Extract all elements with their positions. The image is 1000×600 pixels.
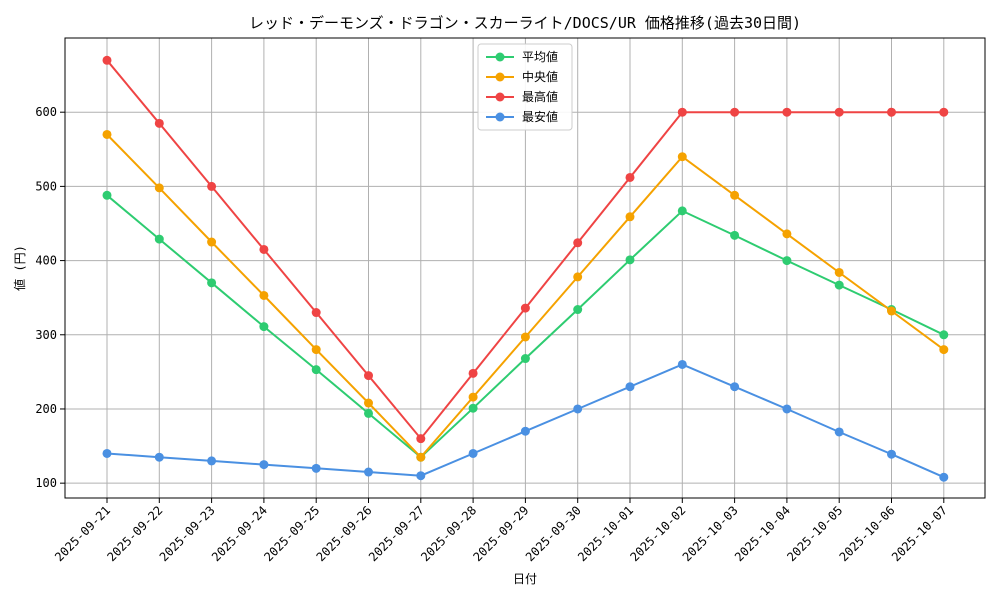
legend-item: 最高値: [486, 89, 558, 104]
data-point: [677, 359, 687, 369]
data-point: [364, 467, 373, 477]
data-point: [468, 448, 478, 458]
data-point: [939, 107, 949, 117]
legend-marker: [495, 52, 505, 62]
data-point: [259, 244, 269, 254]
series-3: [102, 55, 949, 444]
legend-label: 中央値: [522, 69, 558, 84]
data-point: [887, 306, 896, 316]
data-point: [834, 280, 844, 290]
data-point: [468, 392, 478, 402]
data-point: [154, 452, 164, 462]
data-point: [573, 305, 583, 315]
data-point: [207, 181, 217, 191]
data-point: [782, 107, 792, 117]
legend-label: 平均値: [522, 49, 558, 64]
x-axis-title: 日付: [513, 572, 537, 586]
legend-label: 最高値: [522, 89, 558, 104]
data-point: [364, 398, 373, 408]
data-point: [259, 290, 269, 300]
data-point: [730, 107, 740, 117]
data-point: [207, 237, 217, 247]
data-point: [939, 345, 949, 355]
y-tick-label: 600: [35, 105, 57, 119]
data-point: [625, 255, 635, 265]
y-axis-title: 値 (円): [12, 245, 27, 291]
data-point: [625, 212, 635, 222]
data-point: [102, 448, 112, 458]
legend-marker: [495, 92, 505, 102]
data-point: [416, 434, 426, 444]
data-point: [573, 238, 583, 248]
data-point: [207, 456, 217, 466]
data-point: [573, 404, 583, 414]
data-point: [834, 107, 844, 117]
data-point: [311, 345, 321, 355]
data-point: [259, 322, 269, 332]
data-point: [154, 183, 164, 193]
data-point: [834, 427, 844, 437]
data-point: [730, 382, 740, 392]
data-point: [625, 172, 635, 182]
y-tick-label: 400: [35, 254, 57, 268]
legend-marker: [495, 112, 505, 122]
data-point: [416, 452, 426, 462]
data-point: [887, 449, 896, 459]
data-point: [677, 152, 687, 162]
chart-title: レッド・デーモンズ・ドラゴン・スカーライト/DOCS/UR 価格推移(過去30日…: [249, 14, 801, 32]
data-point: [730, 230, 740, 240]
data-point: [102, 55, 112, 65]
series-2: [102, 129, 949, 462]
data-point: [468, 368, 478, 378]
legend-marker: [495, 72, 505, 82]
data-point: [416, 471, 426, 481]
data-point: [207, 278, 217, 288]
y-tick-label: 100: [35, 476, 57, 490]
series-layer: [102, 55, 949, 482]
series-4: [102, 359, 949, 482]
data-point: [520, 426, 530, 436]
data-point: [259, 460, 269, 470]
y-tick-label: 200: [35, 402, 57, 416]
legend-item: 平均値: [486, 49, 558, 64]
data-point: [782, 404, 792, 414]
data-point: [730, 190, 740, 200]
y-tick-label: 500: [35, 179, 57, 193]
data-point: [782, 229, 792, 239]
data-point: [573, 272, 583, 282]
data-point: [102, 190, 112, 200]
legend-box: [477, 43, 573, 131]
legend-item: 最安値: [486, 109, 558, 124]
legend-item: 中央値: [486, 69, 558, 84]
data-point: [520, 332, 530, 342]
data-point: [154, 118, 164, 128]
data-point: [887, 107, 896, 117]
legend-label: 最安値: [522, 109, 558, 124]
data-point: [364, 371, 373, 381]
data-point: [677, 206, 687, 216]
data-point: [782, 256, 792, 266]
y-tick-label: 300: [35, 328, 57, 342]
data-point: [625, 382, 635, 392]
data-point: [834, 267, 844, 277]
data-point: [154, 234, 164, 244]
data-point: [311, 308, 321, 318]
data-point: [311, 365, 321, 375]
data-point: [520, 354, 530, 364]
data-point: [677, 107, 687, 117]
data-point: [520, 303, 530, 313]
data-point: [311, 463, 321, 473]
data-point: [102, 129, 112, 139]
data-point: [364, 408, 373, 418]
data-point: [468, 403, 478, 413]
data-point: [939, 472, 949, 482]
data-point: [939, 330, 949, 340]
